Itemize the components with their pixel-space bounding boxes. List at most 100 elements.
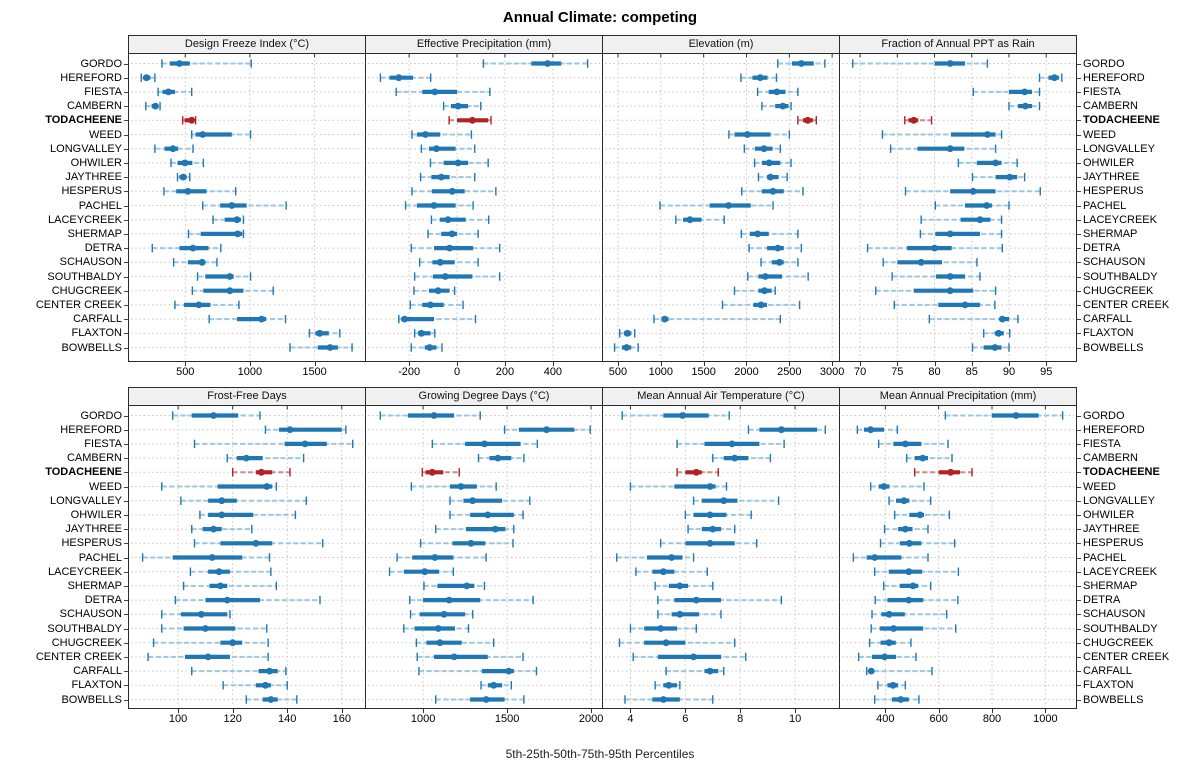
station-label: BOWBELLS <box>1083 341 1144 354</box>
row-tick <box>1077 429 1081 431</box>
row-tick <box>124 120 128 122</box>
station-label: CHUGCREEK <box>51 284 122 297</box>
row-tick <box>1077 205 1081 207</box>
station-label: SHERMAP <box>67 227 122 240</box>
axis-tick-label: 10 <box>788 713 802 725</box>
x-axis: 500 1000 1500 2000 2500 3000 <box>602 362 844 380</box>
axis-tick <box>178 709 180 713</box>
station-label: SOUTHBALDY <box>47 622 122 635</box>
row-tick <box>1077 529 1081 531</box>
row-tick <box>124 134 128 136</box>
figure-caption: 5th-25th-50th-75th-95th Percentiles <box>505 747 695 761</box>
row-tick <box>1077 191 1081 193</box>
panel-title: Mean Annual Air Temperature (°C) <box>603 388 839 406</box>
station-label: BOWBELLS <box>61 341 122 354</box>
station-label: PACHEL <box>1083 551 1127 564</box>
row-tick <box>124 500 128 502</box>
station-label: WEED <box>89 128 122 141</box>
row-tick <box>1077 642 1081 644</box>
row-tick <box>124 443 128 445</box>
row-tick <box>1077 134 1081 136</box>
station-label: HESPERUS <box>61 185 122 198</box>
station-label: LACEYCREEK <box>48 565 122 578</box>
station-label: WEED <box>89 480 122 493</box>
percentile-plot <box>842 54 1074 359</box>
station-label: CAMBERN <box>1083 452 1139 465</box>
panel-elevation: Elevation (m) 500 1000 1500 2000 2500 3000 <box>602 35 844 380</box>
station-label: CAMBERN <box>1083 100 1139 113</box>
station-label: FLAXTON <box>71 327 122 340</box>
station-label: JAYTHREE <box>1083 171 1140 184</box>
axis-tick-label: 1000 <box>1033 713 1058 725</box>
station-label: GORDO <box>80 57 122 70</box>
row-tick <box>124 571 128 573</box>
axis-tick-label: 95 <box>1040 366 1053 378</box>
axis-tick-label: 2000 <box>578 713 604 725</box>
axis-tick <box>795 709 797 713</box>
row-tick <box>124 233 128 235</box>
axis-tick-label: 4 <box>627 713 634 725</box>
station-labels-left-top: GORDO HEREFORD FIESTA CAMBERN TODACHEENE WEED… <box>0 35 128 380</box>
x-axis: 70 75 80 85 90 95 <box>839 362 1077 380</box>
row-tick <box>1077 585 1081 587</box>
station-label: PACHEL <box>78 199 122 212</box>
station-label: LACEYCREEK <box>1083 565 1157 578</box>
percentile-plot <box>368 406 600 706</box>
station-label: TODACHEENE <box>1083 466 1160 479</box>
percentile-plot <box>131 406 363 706</box>
station-labels-right-bottom: GORDO HEREFORD FIESTA CAMBERN TODACHEENE WEED… <box>1077 387 1200 727</box>
percentile-plot <box>605 406 837 706</box>
station-label: CARFALL <box>1083 313 1132 326</box>
station-label: HEREFORD <box>60 71 122 84</box>
axis-tick <box>409 362 411 366</box>
row-tick <box>124 248 128 250</box>
axis-tick <box>897 362 899 366</box>
axis-tick <box>314 362 316 366</box>
station-label: SOUTHBALDY <box>1083 270 1158 283</box>
station-label: LACEYCREEK <box>48 213 122 226</box>
axis-tick <box>885 709 887 713</box>
station-label: FIESTA <box>84 85 122 98</box>
panel-title: Elevation (m) <box>603 36 839 54</box>
axis-tick-label: 70 <box>853 366 867 378</box>
panel-growing-degree-days: Growing Degree Days (°C) 1000 1500 2000 <box>365 387 603 727</box>
station-label: FLAXTON <box>71 679 122 692</box>
figure-title: Annual Climate: competing <box>502 9 698 26</box>
station-label: CARFALL <box>73 313 122 326</box>
axis-tick <box>185 362 187 366</box>
station-label: PACHEL <box>1083 199 1127 212</box>
axis-tick <box>591 709 593 713</box>
axis-tick-label: 8 <box>737 713 744 725</box>
axis-tick-label: 400 <box>543 366 563 378</box>
row-tick <box>124 415 128 417</box>
axis-tick-label: 1000 <box>410 713 436 725</box>
station-label: SCHAUSON <box>59 608 122 621</box>
panel-design-freeze-index: Design Freeze Index (°C) 500 1000 1500 <box>128 35 366 380</box>
station-label: SOUTHBALDY <box>47 270 122 283</box>
row-tick <box>124 304 128 306</box>
axis-tick-label: 500 <box>176 366 195 378</box>
axis-tick-label: 160 <box>332 713 351 725</box>
row-tick <box>1077 458 1081 460</box>
axis-tick-label: 600 <box>929 713 948 725</box>
x-axis: 4 6 8 10 <box>602 709 840 727</box>
row-tick <box>1077 63 1081 65</box>
station-label: SOUTHBALDY <box>1083 622 1158 635</box>
station-labels-right-top: GORDO HEREFORD FIESTA CAMBERN TODACHEENE WEED… <box>1077 35 1200 380</box>
row-tick <box>1077 557 1081 559</box>
row-tick <box>1077 699 1081 701</box>
row-tick <box>1077 685 1081 687</box>
axis-tick <box>617 362 619 366</box>
row-tick <box>124 219 128 221</box>
axis-tick <box>507 709 509 713</box>
axis-tick-label: 100 <box>168 713 188 725</box>
axis-tick <box>934 362 936 366</box>
row-tick <box>124 671 128 673</box>
station-label: FIESTA <box>1083 437 1121 450</box>
row-tick <box>1077 120 1081 122</box>
station-labels-left-bottom: GORDO HEREFORD FIESTA CAMBERN TODACHEENE WEED… <box>0 387 128 727</box>
axis-tick-label: 500 <box>608 366 628 378</box>
station-label: CENTER CREEK <box>35 650 122 663</box>
row-tick <box>124 628 128 630</box>
row-tick <box>124 262 128 264</box>
